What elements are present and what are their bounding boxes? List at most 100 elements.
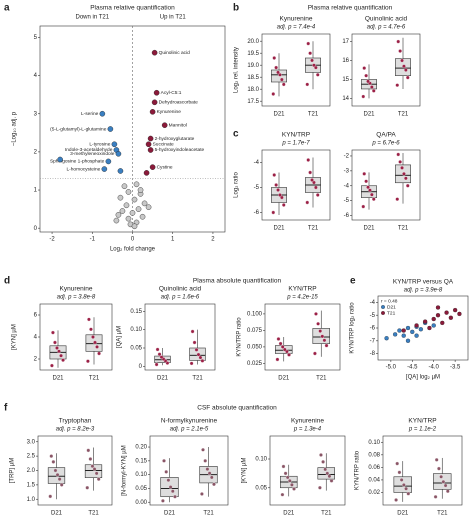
point bbox=[324, 343, 329, 348]
point bbox=[149, 164, 156, 170]
x-tick-label: D21 bbox=[273, 112, 285, 118]
point bbox=[121, 183, 128, 190]
point bbox=[440, 320, 445, 326]
y-tick-label: 0.06 bbox=[368, 465, 380, 471]
point bbox=[384, 336, 389, 341]
x-tick-label: T21 bbox=[316, 376, 327, 382]
point bbox=[396, 152, 401, 157]
y-tick-label: 0.10 bbox=[130, 327, 142, 333]
panel-letter: b bbox=[233, 3, 239, 14]
point bbox=[50, 363, 54, 368]
point bbox=[457, 311, 462, 317]
y-tick-label: -3 bbox=[344, 168, 350, 174]
point bbox=[422, 319, 428, 324]
point bbox=[105, 158, 112, 165]
point bbox=[89, 327, 93, 332]
y-axis-label: −Log₁₀ adj. p bbox=[12, 111, 18, 146]
point bbox=[320, 334, 325, 339]
x-tick-label: D21 bbox=[52, 376, 64, 382]
point bbox=[85, 485, 90, 490]
y-tick-label: 0.10 bbox=[368, 440, 380, 446]
point bbox=[212, 482, 216, 487]
point bbox=[200, 358, 205, 363]
point bbox=[196, 352, 201, 357]
point bbox=[306, 158, 311, 162]
y-axis-label: KYN/TRP ratio bbox=[237, 317, 243, 357]
point bbox=[96, 477, 101, 481]
point bbox=[86, 448, 91, 453]
legend-label: D21 bbox=[387, 304, 396, 310]
x-tick-label: T21 bbox=[192, 376, 203, 382]
point bbox=[162, 458, 166, 463]
point bbox=[153, 89, 160, 96]
point bbox=[189, 361, 194, 366]
point bbox=[431, 323, 436, 328]
point bbox=[452, 307, 458, 313]
point bbox=[57, 156, 63, 163]
y-tick-label: -6 bbox=[344, 213, 350, 219]
point-label: 5-hydroxyindoleacetate bbox=[155, 147, 205, 153]
point bbox=[395, 461, 400, 466]
point bbox=[201, 447, 205, 452]
point bbox=[318, 329, 323, 333]
point bbox=[198, 355, 203, 360]
x-tick-label: T21 bbox=[398, 112, 409, 118]
point bbox=[137, 187, 144, 193]
point bbox=[414, 333, 419, 338]
point bbox=[49, 454, 54, 458]
point bbox=[366, 185, 370, 190]
y-tick-label: 0.10 bbox=[255, 457, 267, 463]
point bbox=[125, 215, 132, 222]
point bbox=[405, 75, 410, 80]
point bbox=[314, 312, 318, 316]
point bbox=[194, 347, 199, 352]
x-tick-label: -3.5 bbox=[450, 365, 461, 371]
point bbox=[192, 340, 197, 345]
point bbox=[290, 483, 294, 487]
y-tick-label: 17.5 bbox=[247, 99, 259, 105]
point bbox=[278, 341, 283, 346]
panel-title: N-formylkynurenine bbox=[161, 418, 218, 425]
point bbox=[101, 166, 108, 172]
panel-subtitle: p = 4.2e-15 bbox=[286, 295, 318, 301]
point bbox=[306, 41, 311, 46]
point bbox=[59, 483, 64, 487]
y-tick-label: 6 bbox=[34, 313, 38, 319]
y-tick-label: 0.15 bbox=[135, 458, 147, 464]
y-axis-label: [N-formyl-KYN] µM bbox=[122, 445, 128, 495]
x-tick-label: D21 bbox=[51, 511, 63, 517]
legend-marker bbox=[381, 305, 385, 309]
x-tick-label: T21 bbox=[321, 511, 332, 517]
point bbox=[418, 327, 424, 332]
y-tick-label: 0.100 bbox=[247, 311, 263, 317]
point bbox=[190, 329, 195, 334]
point bbox=[161, 499, 165, 503]
point bbox=[315, 72, 320, 77]
point-label: L-tyrosine bbox=[89, 142, 110, 148]
y-axis-label: [KYN] µM bbox=[12, 324, 18, 350]
x-axis-label: Log₂ fold change bbox=[110, 247, 156, 253]
y-tick-label: 18.5 bbox=[247, 75, 259, 81]
point bbox=[401, 333, 406, 338]
legend-marker bbox=[381, 311, 385, 315]
y-tick-label: 1.5 bbox=[27, 482, 36, 488]
point bbox=[414, 323, 419, 328]
point bbox=[51, 460, 56, 464]
point bbox=[147, 135, 154, 142]
point bbox=[123, 202, 130, 209]
point bbox=[321, 460, 325, 464]
point bbox=[364, 179, 368, 184]
plot-frame bbox=[261, 149, 331, 221]
y-axis-label: Log₂ ratio bbox=[234, 172, 240, 198]
point bbox=[57, 477, 62, 481]
y-tick-label: 3.0 bbox=[27, 439, 36, 445]
point bbox=[362, 171, 367, 176]
plot-frame bbox=[144, 303, 216, 371]
x-tick-label: 1 bbox=[171, 237, 175, 243]
point bbox=[316, 321, 320, 326]
y-tick-label: 2.0 bbox=[27, 468, 36, 474]
x-tick-label: T21 bbox=[437, 511, 448, 517]
point bbox=[310, 178, 314, 182]
point bbox=[275, 357, 280, 362]
